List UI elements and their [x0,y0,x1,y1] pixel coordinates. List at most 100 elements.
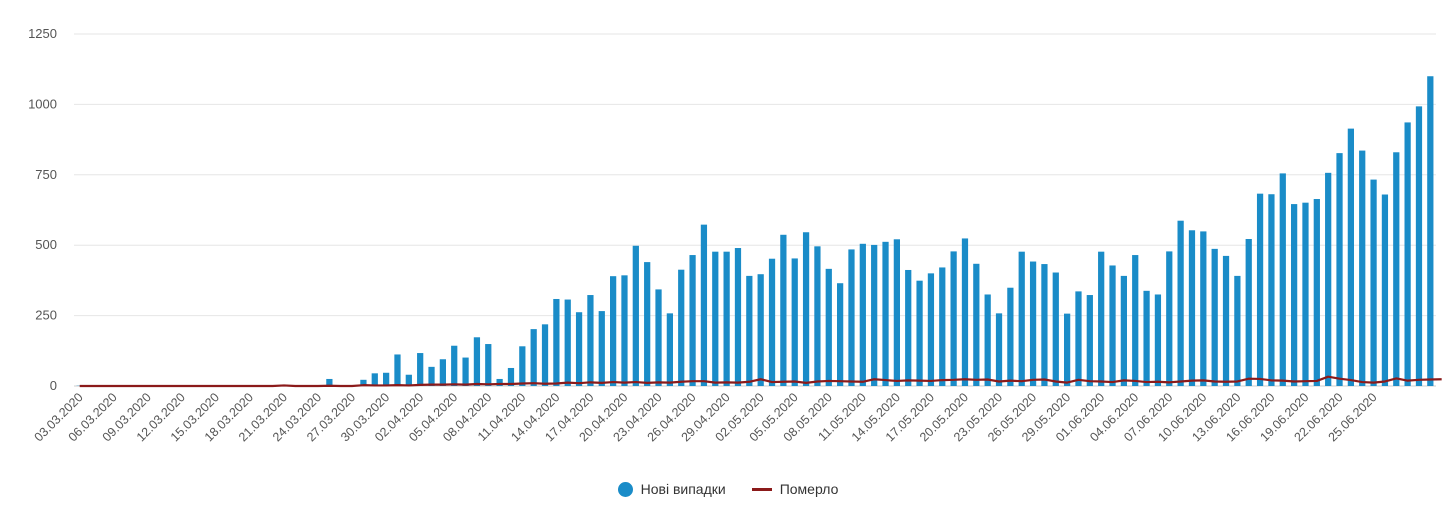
bar-new-cases[interactable] [394,354,401,386]
bar-new-cases[interactable] [553,298,560,386]
bar-new-cases[interactable] [1120,275,1127,386]
bar-new-cases[interactable] [825,268,832,386]
bar-new-cases[interactable] [848,249,855,386]
bar-new-cases[interactable] [1245,239,1252,386]
bar-new-cases[interactable] [1211,248,1218,386]
bar-new-cases[interactable] [1075,291,1082,386]
bar-new-cases[interactable] [1098,251,1105,386]
bar-new-cases[interactable] [905,269,912,386]
bar-new-cases[interactable] [1086,295,1093,386]
bar-new-cases[interactable] [882,241,889,386]
bar-new-cases[interactable] [326,378,333,386]
bar-new-cases[interactable] [519,346,526,386]
bar-new-cases[interactable] [621,275,628,386]
bar-new-cases[interactable] [1370,179,1377,386]
bar-new-cases[interactable] [871,244,878,386]
bar-new-cases[interactable] [1109,265,1116,386]
line-deaths[interactable] [79,375,1442,388]
bar-new-cases[interactable] [496,378,503,386]
bar-new-cases[interactable] [428,366,435,386]
bar-new-cases[interactable] [1177,220,1184,386]
bar-new-cases[interactable] [1325,172,1332,386]
bar-new-cases[interactable] [734,248,742,386]
bar-new-cases[interactable] [757,274,764,386]
bar-new-cases[interactable] [1188,230,1196,386]
bar-new-cases[interactable] [371,373,378,386]
bar-new-cases[interactable] [916,280,923,386]
bar-new-cases[interactable] [1404,122,1411,387]
bar-new-cases[interactable] [451,345,458,386]
bar-new-cases[interactable] [507,367,515,386]
bar-new-cases[interactable] [462,357,469,386]
bar-new-cases[interactable] [973,263,980,386]
bar-new-cases[interactable] [984,294,991,386]
bar-new-cases[interactable] [1381,194,1389,386]
bar-new-cases[interactable] [1154,294,1162,386]
bar-new-cases[interactable] [1268,194,1275,386]
bar-new-cases[interactable] [598,311,605,386]
bar-new-cases[interactable] [1291,204,1298,386]
bar-new-cases[interactable] [859,243,866,386]
bar-new-cases[interactable] [927,273,935,386]
bar-new-cases[interactable] [814,246,821,386]
bar-new-cases[interactable] [1166,251,1173,386]
bar-new-cases[interactable] [961,238,969,386]
bar-new-cases[interactable] [1393,152,1400,386]
bar-new-cases[interactable] [541,324,549,386]
bar-new-cases[interactable] [893,239,900,386]
bar-new-cases[interactable] [632,245,639,386]
bar-new-cases[interactable] [950,251,957,386]
bar-new-cases[interactable] [485,344,492,386]
bar-new-cases[interactable] [417,353,424,386]
bar-new-cases[interactable] [644,262,651,386]
bar-new-cases[interactable] [1029,261,1037,386]
bar-new-cases[interactable] [1041,264,1048,386]
bar-new-cases[interactable] [678,269,685,386]
bar-new-cases[interactable] [360,379,367,386]
bar-new-cases[interactable] [383,372,390,386]
bar-new-cases[interactable] [1234,275,1241,386]
bar-new-cases[interactable] [791,258,798,386]
bar-new-cases[interactable] [1007,287,1014,386]
bar-new-cases[interactable] [746,275,753,386]
legend-item-deaths[interactable]: Померло [751,481,838,497]
legend-item-new-cases[interactable]: Нові випадки [617,481,726,497]
bar-new-cases[interactable] [439,359,446,386]
bar-new-cases[interactable] [1200,231,1207,386]
bar-new-cases[interactable] [712,251,719,386]
bar-new-cases[interactable] [939,267,946,386]
bar-new-cases[interactable] [530,329,537,386]
bar-new-cases[interactable] [1427,76,1434,387]
bar-new-cases[interactable] [700,224,708,386]
bar-new-cases[interactable] [1313,199,1320,386]
bar-new-cases[interactable] [1347,128,1354,386]
bar-new-cases[interactable] [575,312,583,386]
bar-new-cases[interactable] [610,276,617,386]
bar-new-cases[interactable] [655,289,662,386]
bar-new-cases[interactable] [837,283,844,386]
bar-new-cases[interactable] [995,313,1003,386]
bar-new-cases[interactable] [768,258,776,386]
bar-new-cases[interactable] [802,232,810,386]
bar-new-cases[interactable] [564,299,571,386]
bar-new-cases[interactable] [1064,313,1071,386]
bar-new-cases[interactable] [587,295,594,386]
bar-new-cases[interactable] [473,337,481,386]
bar-new-cases[interactable] [689,255,696,386]
bar-new-cases[interactable] [723,251,730,386]
bar-new-cases[interactable] [1052,272,1059,386]
bar-new-cases[interactable] [1018,251,1025,386]
bar-new-cases[interactable] [1143,290,1150,386]
bar-new-cases[interactable] [1415,106,1423,386]
bar-new-cases[interactable] [1256,193,1264,386]
bar-new-cases[interactable] [1336,153,1343,386]
bar-new-cases[interactable] [405,374,412,386]
bar-new-cases[interactable] [1302,202,1309,386]
bar-new-cases[interactable] [780,234,787,386]
bar-new-cases[interactable] [1279,173,1286,386]
bar-new-cases[interactable] [1132,255,1139,386]
bar-new-cases[interactable] [1359,150,1366,386]
bar-new-cases[interactable] [1222,255,1230,386]
bar-new-cases[interactable] [666,313,673,386]
